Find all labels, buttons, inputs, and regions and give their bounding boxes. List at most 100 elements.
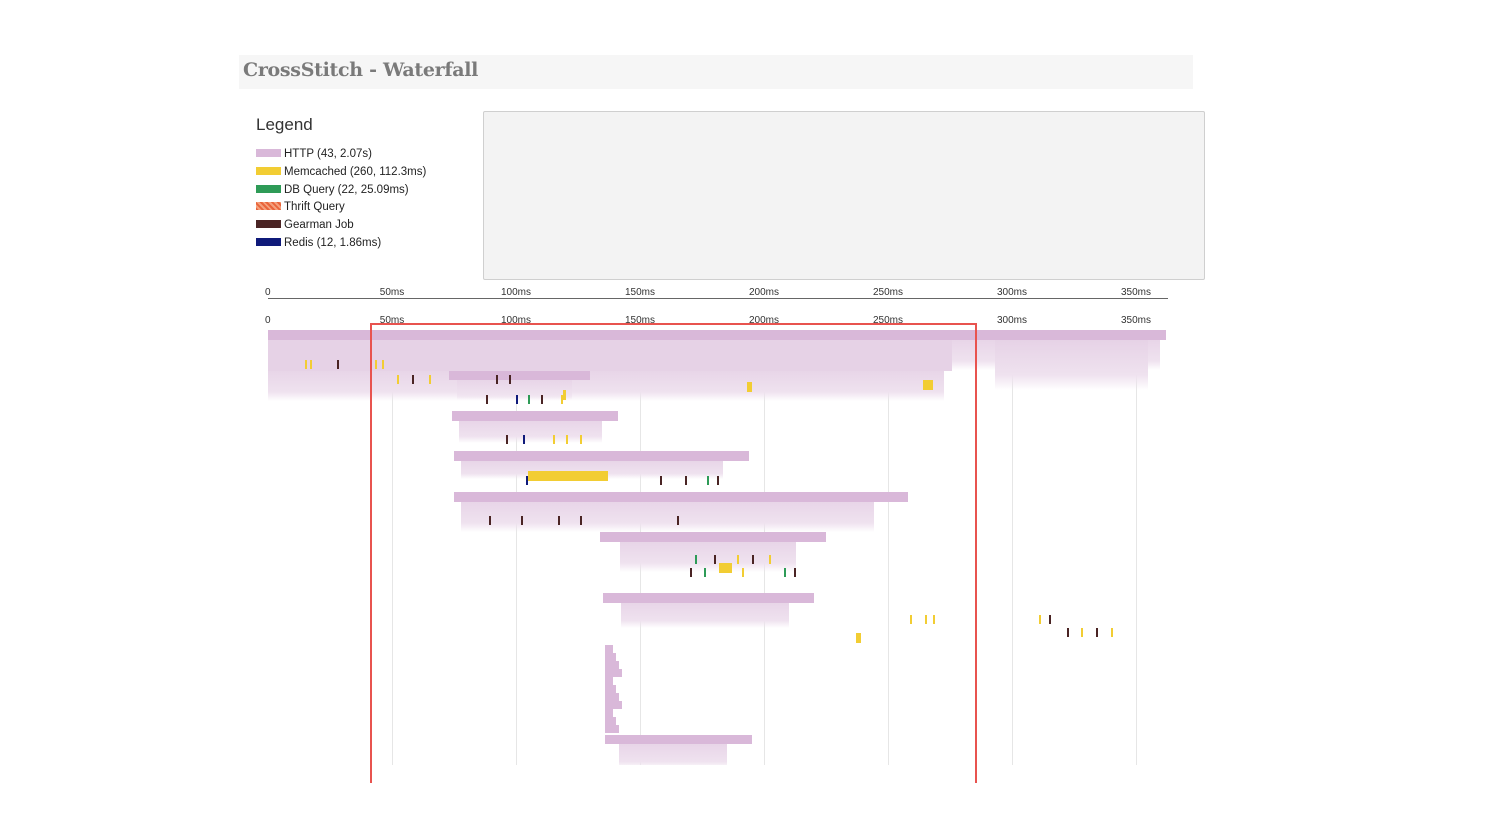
legend-item-memcached: Memcached (260, 112.3ms) xyxy=(256,164,426,182)
http-span-bar[interactable] xyxy=(602,593,814,603)
event-tick-db[interactable] xyxy=(694,555,697,564)
event-tick-gearman[interactable] xyxy=(506,435,509,444)
event-tick-memcached[interactable] xyxy=(565,435,568,444)
http-span-bar[interactable] xyxy=(454,451,750,461)
event-tick-db[interactable] xyxy=(704,568,707,577)
legend-item-redis: Redis (12, 1.86ms) xyxy=(256,235,426,253)
detail-axis-label: 50ms xyxy=(379,315,405,326)
event-tick-memcached[interactable] xyxy=(560,395,563,404)
detail-axis-label: 150ms xyxy=(624,315,656,326)
http-span-bar[interactable] xyxy=(454,492,908,502)
event-tick-gearman[interactable] xyxy=(714,555,717,564)
http-span-children xyxy=(620,542,796,572)
event-tick-memcached[interactable] xyxy=(1039,615,1042,624)
event-tick-gearman[interactable] xyxy=(793,568,796,577)
gridline xyxy=(516,330,517,765)
event-tick-gearman[interactable] xyxy=(337,360,340,369)
http-span-children xyxy=(461,502,874,532)
detail-axis-label: 100ms xyxy=(500,315,532,326)
event-tick-memcached[interactable] xyxy=(932,615,935,624)
http-span-bar[interactable] xyxy=(268,330,1166,340)
event-tick-gearman[interactable] xyxy=(1066,628,1069,637)
memcached-block[interactable] xyxy=(528,471,608,481)
detail-axis-label: 300ms xyxy=(996,315,1028,326)
event-tick-gearman[interactable] xyxy=(1096,628,1099,637)
event-tick-gearman[interactable] xyxy=(411,375,414,384)
event-tick-gearman[interactable] xyxy=(689,568,692,577)
event-tick-memcached[interactable] xyxy=(429,375,432,384)
event-tick-redis[interactable] xyxy=(516,395,518,404)
event-tick-gearman[interactable] xyxy=(1049,615,1052,624)
http-span-bar[interactable] xyxy=(600,532,826,542)
event-tick-gearman[interactable] xyxy=(716,476,719,485)
waterfall-chart[interactable] xyxy=(0,0,1511,765)
event-tick-gearman[interactable] xyxy=(540,395,543,404)
preview-panel[interactable] xyxy=(483,111,1205,280)
http-span-bar[interactable] xyxy=(605,645,614,653)
event-tick-gearman[interactable] xyxy=(488,516,491,525)
http-span-bar[interactable] xyxy=(605,709,614,717)
event-tick-redis[interactable] xyxy=(525,476,528,485)
event-tick-memcached[interactable] xyxy=(910,615,913,624)
event-tick-memcached[interactable] xyxy=(1111,628,1114,637)
http-span-bar[interactable] xyxy=(605,685,617,693)
event-tick-memcached[interactable] xyxy=(1081,628,1084,637)
http-span-bar[interactable] xyxy=(605,653,617,661)
legend-item-gearman-job: Gearman Job xyxy=(256,217,426,235)
memcached-block[interactable] xyxy=(746,382,752,392)
event-tick-memcached[interactable] xyxy=(305,360,308,369)
event-tick-memcached[interactable] xyxy=(310,360,313,369)
http-span-bar[interactable] xyxy=(268,340,953,371)
event-tick-memcached[interactable] xyxy=(382,360,385,369)
legend-label: DB Query (22, 25.09ms) xyxy=(284,183,409,196)
event-tick-memcached[interactable] xyxy=(736,555,739,564)
http-span-bar[interactable] xyxy=(605,717,617,725)
detail-axis-label: 350ms xyxy=(1120,315,1152,326)
event-tick-gearman[interactable] xyxy=(508,375,511,384)
event-tick-memcached[interactable] xyxy=(396,375,399,384)
http-span-bar[interactable] xyxy=(605,725,620,733)
event-tick-redis[interactable] xyxy=(523,435,526,444)
event-tick-gearman[interactable] xyxy=(659,476,662,485)
http-span-children xyxy=(619,744,727,765)
event-tick-memcached[interactable] xyxy=(553,435,556,444)
event-tick-gearman[interactable] xyxy=(520,516,523,525)
event-tick-memcached[interactable] xyxy=(374,360,377,369)
event-tick-gearman[interactable] xyxy=(751,555,754,564)
event-tick-gearman[interactable] xyxy=(677,516,680,525)
event-tick-memcached[interactable] xyxy=(741,568,744,577)
event-tick-gearman[interactable] xyxy=(684,476,687,485)
memcached-block[interactable] xyxy=(922,380,933,390)
http-span-bar[interactable] xyxy=(605,661,620,669)
event-tick-db[interactable] xyxy=(706,476,709,485)
overview-axis-label: 250ms xyxy=(872,287,904,298)
http-span-bar[interactable] xyxy=(605,701,623,709)
http-span-bar[interactable] xyxy=(605,693,620,701)
http-span-bar[interactable] xyxy=(605,735,752,744)
event-tick-gearman[interactable] xyxy=(496,375,499,384)
event-tick-memcached[interactable] xyxy=(768,555,771,564)
event-tick-db[interactable] xyxy=(783,568,786,577)
event-tick-gearman[interactable] xyxy=(558,516,561,525)
overview-axis-label: 0 xyxy=(265,287,271,298)
legend-item-db-query: DB Query (22, 25.09ms) xyxy=(256,182,426,200)
memcached-block[interactable] xyxy=(719,563,732,573)
legend-swatch-memcached xyxy=(256,166,281,175)
memcached-block[interactable] xyxy=(855,633,861,643)
event-tick-gearman[interactable] xyxy=(486,395,489,404)
http-span-bar[interactable] xyxy=(451,411,618,421)
http-span-bar[interactable] xyxy=(605,677,614,685)
http-span-bar[interactable] xyxy=(605,669,623,677)
event-tick-db[interactable] xyxy=(528,395,531,404)
event-tick-memcached[interactable] xyxy=(925,615,928,624)
memcached-block[interactable] xyxy=(563,390,567,400)
legend-label: Redis (12, 1.86ms) xyxy=(284,236,382,249)
legend-label: Gearman Job xyxy=(284,219,354,232)
gridline xyxy=(1012,330,1013,765)
event-tick-memcached[interactable] xyxy=(580,435,583,444)
legend-label: Memcached (260, 112.3ms) xyxy=(284,165,427,178)
http-span-bar[interactable] xyxy=(449,371,591,380)
page-title: CrossStitch - Waterfall xyxy=(243,59,479,81)
event-tick-gearman[interactable] xyxy=(580,516,583,525)
overview-axis-label: 150ms xyxy=(624,287,656,298)
